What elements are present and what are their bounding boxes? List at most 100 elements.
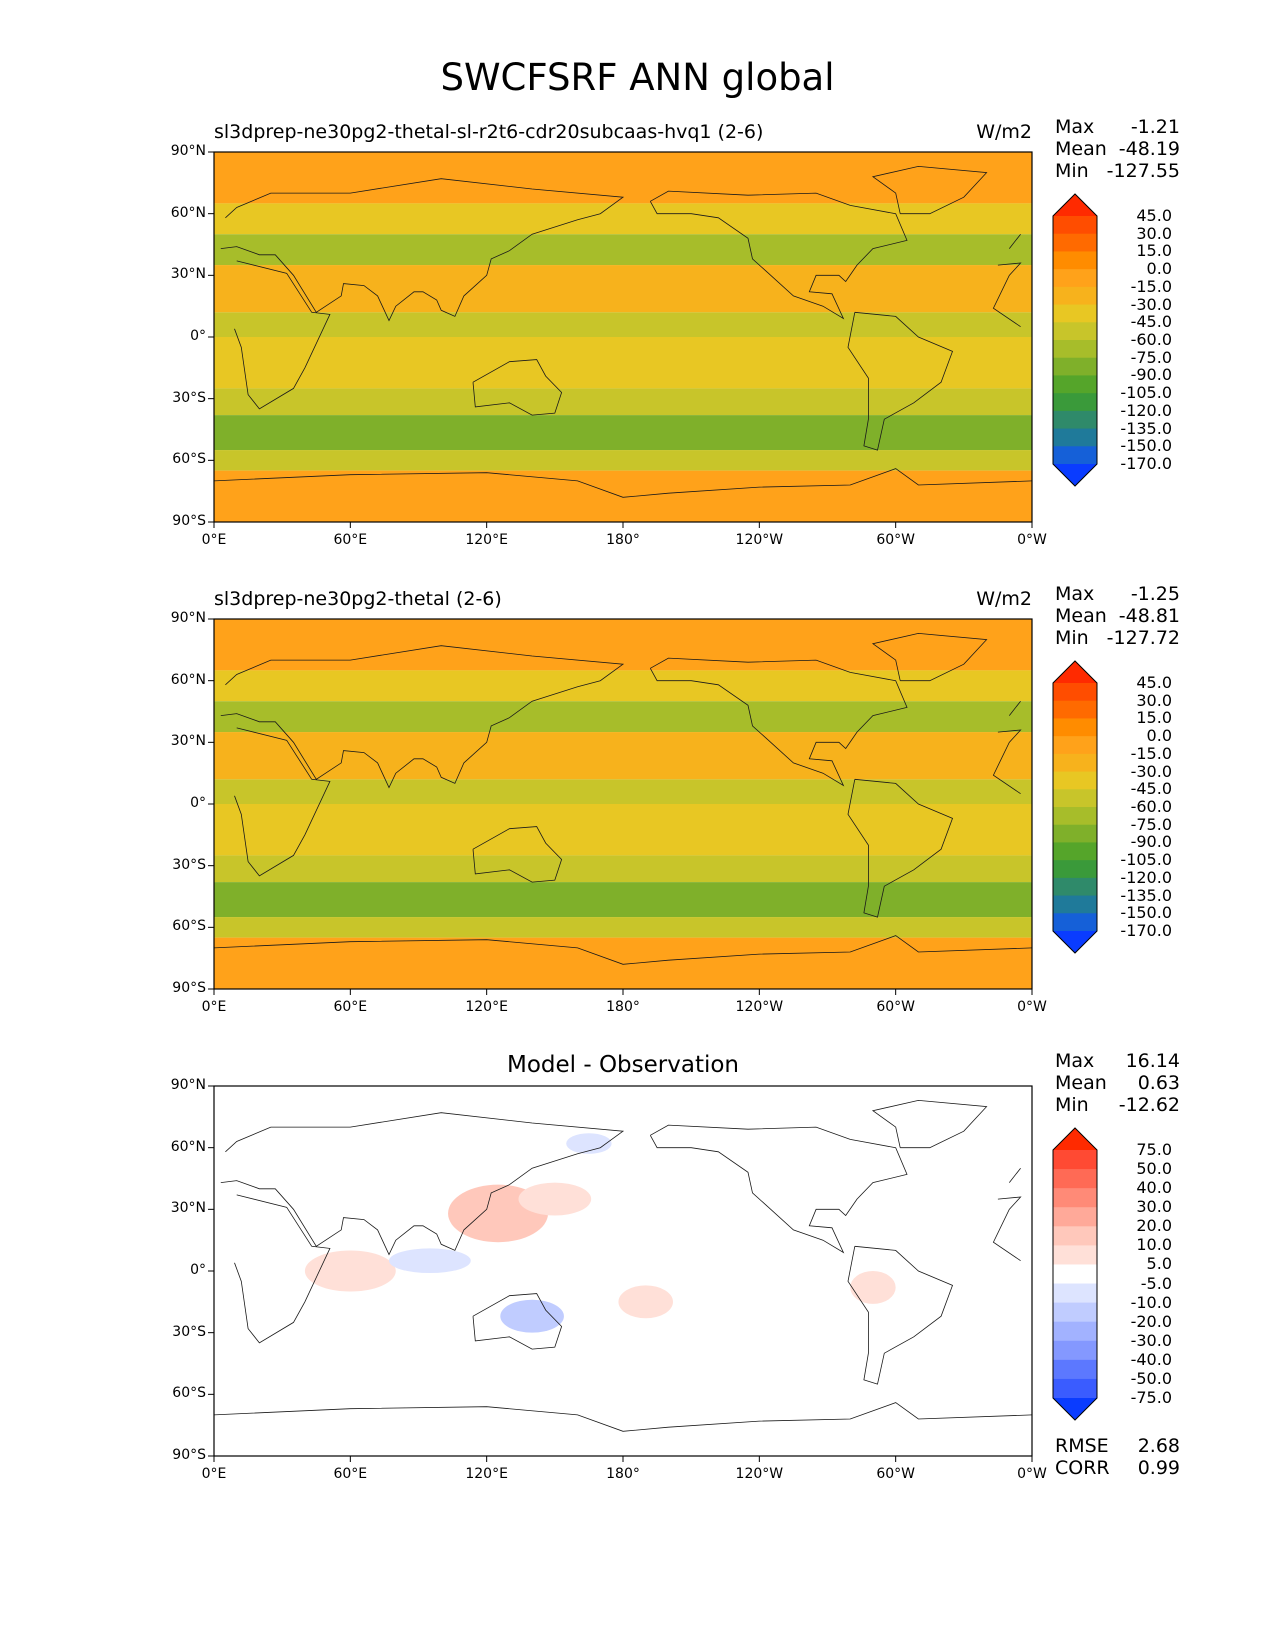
panel2-colorbar-segment (1053, 860, 1097, 879)
panel2-colorbar-label: -135.0 (1120, 885, 1172, 905)
panel3-colorbar-label: 20.0 (1136, 1216, 1172, 1236)
panel3-ytick-label: 90°N (170, 1077, 206, 1093)
panel3-colorbar-segment (1053, 1302, 1097, 1323)
panel1-field-band-6 (214, 388, 1032, 416)
panel3-xtick-label: 60°E (333, 1466, 368, 1482)
panel1-colorbar-segment (1053, 393, 1097, 412)
panel2-colorbar-label: -90.0 (1130, 832, 1172, 852)
panel1-field-band-7 (214, 415, 1032, 451)
panel2-colorbar-segment (1053, 789, 1097, 808)
panel1-xtick-label: 120°W (735, 532, 784, 548)
panel1-field-band-0 (214, 152, 1032, 204)
panel1-min-label: Min (1055, 160, 1089, 182)
panel1-field-band-4 (214, 312, 1032, 337)
panel3-anomaly-3 (388, 1248, 471, 1274)
panel3-colorbar-segment (1053, 1245, 1097, 1265)
panel3-coastline-6 (213, 1402, 1033, 1432)
panel2-unit: W/m2 (976, 588, 1032, 610)
panel2-ytick-label: 90°S (172, 980, 206, 996)
panel2-colorbar-label: 0.0 (1146, 726, 1172, 746)
panel1-ytick-label: 30°S (172, 389, 206, 406)
panel1-unit: W/m2 (976, 121, 1032, 143)
panel2-xtick-label: 180° (606, 999, 640, 1015)
panel1-xtick-label: 120°E (465, 532, 508, 548)
panel3-ytick-label: 60°N (170, 1138, 206, 1155)
panel1-coastline-1 (220, 178, 1021, 322)
panel2-colorbar-segment (1053, 683, 1097, 702)
panel2-colorbar-segment (1053, 736, 1097, 755)
panel3-colorbar-label: -40.0 (1130, 1349, 1172, 1369)
panel1-field-band-1 (214, 203, 1032, 235)
panel2-max-value: -1.25 (1130, 583, 1180, 605)
panel2-field-band-3 (214, 732, 1032, 780)
panel2-colorbar-label: -15.0 (1130, 743, 1172, 763)
panel3-max-value: 16.14 (1125, 1050, 1180, 1072)
panel1-colorbar-segment (1053, 304, 1097, 323)
panel1-colorbar-segment (1053, 357, 1097, 376)
panel3-xtick-label: 120°E (465, 1466, 508, 1482)
panel3-anomaly-2 (304, 1250, 396, 1292)
panel3-colorbar-extend-bottom (1053, 1398, 1097, 1420)
panel1-colorbar-segment (1053, 446, 1097, 465)
panel3-colorbar-extend-top (1053, 1128, 1097, 1150)
panel1-colorbar-label: -90.0 (1130, 365, 1172, 385)
panel3-colorbar-segment (1053, 1150, 1097, 1170)
panel2-coastline-2 (649, 657, 908, 787)
panel3-ytick-label: 60°S (172, 1385, 206, 1402)
panel1-coastline-3 (847, 311, 954, 451)
panel3-xtick-label: 180° (606, 1466, 640, 1482)
panel2-coastline-4 (472, 826, 563, 883)
panel1-coastline-0 (234, 260, 1022, 410)
panel1-colorbar-segment (1053, 233, 1097, 252)
panel2-colorbar-segment (1053, 895, 1097, 914)
rmse-value: 2.68 (1137, 1435, 1180, 1457)
panel2-coastline-1 (220, 645, 1021, 789)
panel3-anomaly-1 (518, 1182, 592, 1216)
panel1-colorbar-label: -30.0 (1130, 294, 1172, 314)
panel3-map (208, 1085, 1033, 1462)
panel3-mean-value: 0.63 (1137, 1072, 1180, 1094)
panel2-colorbar-segment (1053, 753, 1097, 773)
panel3-colorbar-segment (1053, 1264, 1097, 1285)
panel2-field-band-5 (214, 804, 1032, 856)
panel1-colorbar-segment (1053, 251, 1097, 270)
panel2-mean-label: Mean (1055, 605, 1107, 627)
panel2-ytick-label: 0° (190, 795, 206, 811)
panel3-coastline-5 (871, 1099, 988, 1149)
panel1-ytick-label: 60°N (170, 204, 206, 221)
panel3-colorbar-label: 40.0 (1136, 1178, 1172, 1198)
panel3-anomaly-7 (566, 1133, 612, 1154)
panel3-colorbar-segment (1053, 1283, 1097, 1304)
panel2-colorbar-label: -150.0 (1120, 903, 1172, 923)
panel3-colorbar (1052, 1127, 1098, 1421)
panel2-field-band-4 (214, 779, 1032, 804)
panel2-colorbar-label: 30.0 (1136, 690, 1172, 710)
panel1-colorbar-outline (1052, 193, 1098, 487)
panel3-xtick-label: 0°E (201, 1466, 227, 1482)
panel3-ytick-label: 30°N (170, 1200, 206, 1217)
panel1-max-label: Max (1055, 116, 1095, 138)
panel2-colorbar-segment (1053, 718, 1097, 737)
panel3-title: Model - Observation (506, 1052, 740, 1078)
panel2-xtick-label: 60°W (876, 999, 915, 1015)
panel1-map (208, 151, 1033, 528)
panel3-colorbar-outline (1052, 1127, 1098, 1421)
panel3-colorbar-label: -10.0 (1130, 1292, 1172, 1312)
corr-label: CORR (1055, 1457, 1110, 1479)
panel1-mean-value: -48.19 (1118, 138, 1180, 160)
panel1-colorbar (1052, 193, 1098, 487)
panel3-mean-label: Mean (1055, 1072, 1107, 1094)
panel1-mean-label: Mean (1055, 138, 1107, 160)
panel1-colorbar-segment (1053, 286, 1097, 306)
panel2-xtick-label: 0°E (201, 999, 227, 1015)
panel3-colorbar-segment (1053, 1359, 1097, 1380)
panel3-ytick-label: 0° (190, 1262, 206, 1278)
panel2-colorbar-segment (1053, 700, 1097, 719)
panel2-colorbar-label: -45.0 (1130, 779, 1172, 799)
panel2-colorbar-label: -30.0 (1130, 761, 1172, 781)
panel3-colorbar-segment (1053, 1226, 1097, 1246)
panel3-coastline-4 (472, 1293, 563, 1350)
panel1-max-value: -1.21 (1130, 116, 1180, 138)
panel1-coastline-6 (213, 468, 1033, 498)
panel1-colorbar-segment (1053, 322, 1097, 341)
